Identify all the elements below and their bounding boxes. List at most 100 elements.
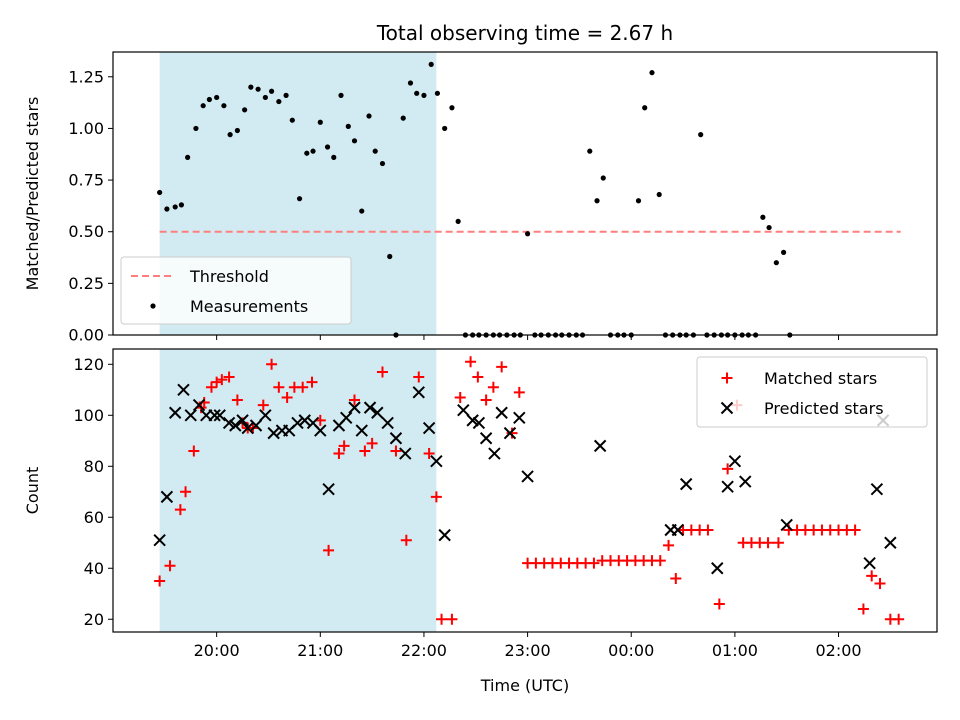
measurement-point — [178, 202, 185, 208]
predicted-star-point — [472, 416, 486, 430]
matched-star-point — [513, 386, 525, 398]
predicted-star-point — [495, 406, 508, 419]
measurement-point — [234, 127, 240, 134]
predicted-star-point — [241, 421, 254, 435]
chart-title: Total observing time = 2.67 h — [376, 21, 673, 45]
predicted-star-point — [488, 447, 501, 460]
legend-matched-swatch — [721, 372, 733, 384]
matched-star-point — [722, 463, 734, 475]
predicted-star-point — [259, 409, 272, 422]
matched-star-point — [188, 445, 200, 457]
matched-star-point — [333, 448, 345, 460]
matched-star-point — [472, 371, 484, 383]
predicted-star-point — [863, 556, 876, 570]
measurement-point — [766, 224, 772, 231]
matched-star-point — [366, 437, 378, 449]
bottom-y-tick-label: 40 — [84, 559, 104, 578]
matched-star-point — [205, 381, 217, 393]
measurement-point — [366, 113, 372, 119]
matched-star-point — [702, 524, 714, 536]
measurement-point — [242, 107, 248, 113]
predicted-star-point — [160, 490, 174, 504]
matched-star-point — [338, 440, 350, 452]
bottom-legend-box — [696, 356, 928, 428]
predicted-star-point — [192, 398, 206, 412]
matched-star-point — [231, 394, 243, 406]
predicted-star-point — [884, 536, 897, 549]
measurement-point — [434, 90, 441, 96]
legend-predicted-swatch — [720, 401, 734, 415]
predicted-star-point — [177, 383, 190, 397]
matched-star-point — [454, 391, 466, 403]
matched-star-point — [465, 356, 477, 368]
matched-star-point — [211, 376, 223, 388]
bottom-panel: 20:00 21:00 22:00 23:00 00:00 01:00 02:00 20 40 6… — [23, 348, 938, 660]
matched-star-point — [174, 504, 186, 516]
predicted-star-point — [503, 426, 517, 440]
measurement-point — [200, 103, 206, 109]
measurement-point — [206, 96, 212, 103]
matched-star-point — [506, 427, 518, 439]
predicted-star-point — [229, 419, 242, 432]
matched-star-point — [430, 491, 442, 503]
measurement-point — [289, 117, 295, 123]
matched-star-point — [348, 394, 360, 406]
bottom-y-tick-label: 20 — [84, 610, 104, 629]
x-tick-label: 21:00 — [297, 641, 343, 660]
measurement-point — [442, 125, 448, 132]
predicted-star-point — [679, 477, 693, 491]
predicted-star-point — [513, 411, 526, 425]
measurement-point — [642, 105, 648, 111]
x-tick-label: 23:00 — [505, 641, 551, 660]
predicted-star-point — [355, 424, 368, 437]
x-tick-label: 20:00 — [194, 641, 240, 660]
top-y-tick-label: 0.25 — [68, 274, 104, 293]
measurement-point — [414, 90, 420, 96]
matched-star-point — [857, 603, 869, 615]
measurement-point — [262, 94, 268, 101]
matched-star-point — [273, 381, 285, 393]
predicted-star-point — [389, 432, 403, 445]
predicted-star-point — [870, 483, 884, 496]
measurement-point — [455, 218, 461, 224]
predicted-star-point — [314, 424, 327, 437]
measurement-point — [781, 249, 787, 255]
predicted-star-point — [236, 414, 249, 427]
matched-star-point — [164, 560, 176, 572]
matched-star-point — [893, 613, 905, 625]
matched-star-point — [180, 486, 192, 498]
matched-star-point — [713, 598, 725, 610]
measurement-point — [157, 189, 163, 196]
matched-star-point — [257, 399, 269, 411]
measurement-point — [255, 86, 261, 92]
x-tick-label: 01:00 — [712, 641, 758, 660]
legend-measurements-swatch — [150, 303, 156, 309]
predicted-star-point — [298, 414, 311, 427]
predicted-star-point — [739, 475, 752, 488]
predicted-star-point — [168, 406, 182, 419]
measurement-point — [449, 105, 455, 111]
matched-star-point — [588, 557, 600, 569]
matched-star-point — [306, 376, 318, 388]
matched-star-point — [480, 394, 492, 406]
bottom-y-axis-label: Count — [23, 467, 42, 515]
measurement-point — [773, 260, 779, 266]
predicted-star-point — [457, 403, 470, 417]
predicted-star-point — [249, 419, 263, 432]
legend-predicted-label: Predicted stars — [764, 399, 884, 418]
matched-star-point — [323, 544, 335, 556]
matched-star-point — [436, 613, 448, 625]
predicted-star-point — [322, 483, 335, 496]
matched-star-point — [413, 371, 425, 383]
measurement-point — [760, 214, 766, 220]
predicted-star-point — [422, 421, 436, 435]
measurement-point — [421, 92, 427, 98]
measurement-point — [351, 138, 358, 144]
measurement-point — [227, 132, 233, 138]
predicted-star-point — [721, 480, 734, 493]
matched-star-point — [223, 371, 235, 383]
top-legend: Threshold Measurements — [120, 256, 352, 325]
predicted-star-point — [728, 454, 742, 468]
measurement-point — [698, 132, 704, 138]
measurement-point — [594, 198, 600, 204]
